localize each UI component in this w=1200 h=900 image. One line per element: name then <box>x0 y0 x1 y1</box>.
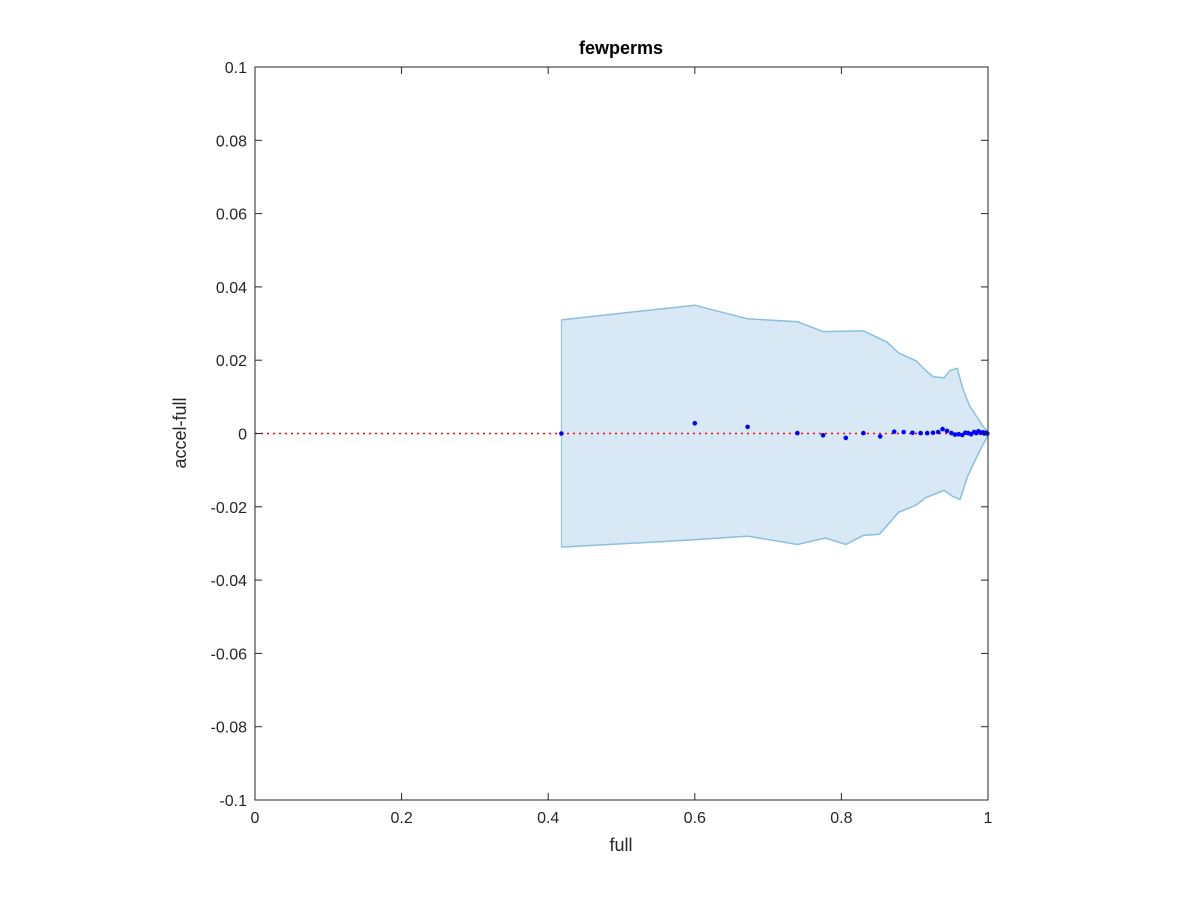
data-point <box>949 430 954 436</box>
data-point <box>692 420 698 426</box>
data-point <box>745 424 750 430</box>
confidence-band <box>561 305 988 548</box>
x-tick-label: 0.6 <box>684 810 706 827</box>
confidence-band-layer <box>560 304 989 548</box>
y-tick-label: 0.1 <box>225 60 247 77</box>
y-tick-label: 0 <box>238 427 247 444</box>
data-point <box>924 430 930 436</box>
data-point <box>820 433 826 438</box>
data-point <box>795 430 800 436</box>
y-tick-label: -0.1 <box>219 793 247 810</box>
y-tick-label: 0.08 <box>216 133 247 150</box>
data-point <box>901 429 906 435</box>
x-tick-label: 0.8 <box>830 810 852 827</box>
y-axis-label: accel-full <box>170 397 190 468</box>
data-point <box>861 430 866 436</box>
data-point <box>843 435 849 441</box>
x-axis-label: full <box>609 835 632 855</box>
data-point <box>877 434 883 439</box>
band-upper-edge <box>561 304 989 433</box>
y-tick-label: 0.02 <box>216 353 247 370</box>
y-tick-label: -0.08 <box>211 720 248 737</box>
data-point <box>559 431 564 436</box>
y-tick-label: -0.06 <box>211 646 248 663</box>
data-point <box>910 430 915 436</box>
y-tick-label: 0.04 <box>216 280 247 297</box>
x-axis-ticks: 0 0.2 0.4 0.6 0.8 1 <box>251 67 993 827</box>
data-point <box>930 430 936 436</box>
data-point <box>918 430 923 436</box>
y-tick-label: -0.04 <box>211 573 248 590</box>
y-axis-ticks: -0.1 -0.08 -0.06 -0.04 -0.02 0 0.02 0.04 0.06 0.0… <box>211 60 988 810</box>
data-point <box>944 428 950 434</box>
data-point <box>952 432 958 437</box>
data-point <box>891 429 897 435</box>
x-tick-label: 0 <box>251 810 260 827</box>
x-tick-label: 1 <box>984 810 993 827</box>
band-lower-edge <box>561 434 989 548</box>
x-tick-label: 0.2 <box>390 810 412 827</box>
data-point <box>940 426 945 432</box>
y-tick-label: 0.06 <box>216 207 247 224</box>
x-tick-label: 0.4 <box>537 810 559 827</box>
data-point <box>935 429 941 435</box>
data-point <box>956 431 961 437</box>
data-points-layer <box>559 420 990 441</box>
chart-title: fewperms <box>579 38 663 58</box>
y-tick-label: -0.02 <box>211 500 248 517</box>
